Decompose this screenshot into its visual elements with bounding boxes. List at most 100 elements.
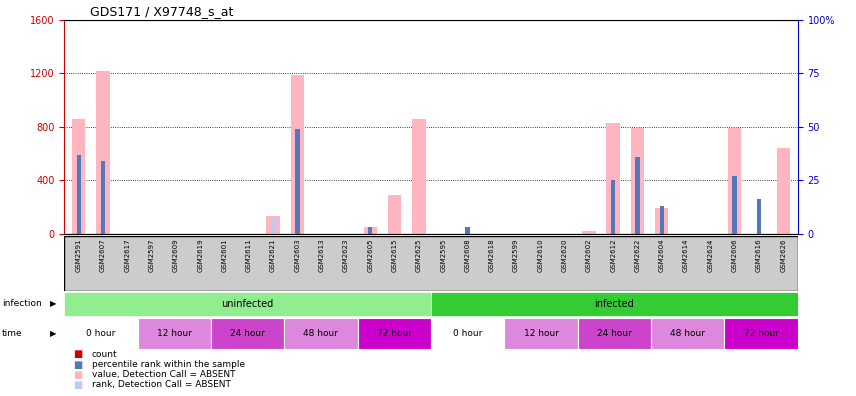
- Text: GSM2601: GSM2601: [222, 238, 228, 272]
- Text: GSM2608: GSM2608: [465, 238, 471, 272]
- Text: infected: infected: [595, 299, 634, 309]
- Bar: [368, 227, 372, 234]
- Text: time: time: [2, 329, 22, 338]
- Bar: [368, 227, 372, 234]
- Text: ■: ■: [73, 380, 82, 390]
- FancyBboxPatch shape: [211, 318, 284, 349]
- Text: 48 hour: 48 hour: [670, 329, 705, 338]
- Bar: [631, 128, 645, 234]
- Bar: [607, 123, 620, 234]
- FancyBboxPatch shape: [651, 318, 724, 349]
- Bar: [413, 119, 425, 234]
- Bar: [611, 180, 615, 234]
- Text: GSM2616: GSM2616: [756, 238, 762, 272]
- Bar: [660, 206, 664, 234]
- Bar: [76, 154, 81, 234]
- Text: GSM2602: GSM2602: [586, 238, 591, 272]
- Text: GSM2619: GSM2619: [197, 238, 203, 272]
- Text: GSM2612: GSM2612: [610, 238, 616, 272]
- Bar: [776, 148, 790, 234]
- Text: GSM2604: GSM2604: [659, 238, 665, 272]
- Text: GSM2591: GSM2591: [76, 238, 82, 272]
- Text: 24 hour: 24 hour: [230, 329, 265, 338]
- Text: uninfected: uninfected: [222, 299, 274, 309]
- Text: GSM2624: GSM2624: [707, 238, 713, 272]
- Text: 48 hour: 48 hour: [304, 329, 338, 338]
- Text: ■: ■: [73, 369, 82, 380]
- Text: GSM2623: GSM2623: [343, 238, 349, 272]
- FancyBboxPatch shape: [431, 292, 798, 316]
- Bar: [388, 195, 401, 234]
- Text: 0 hour: 0 hour: [453, 329, 483, 338]
- Text: GSM2625: GSM2625: [416, 238, 422, 272]
- Text: ▶: ▶: [50, 299, 56, 308]
- Text: GSM2621: GSM2621: [270, 238, 276, 272]
- Text: value, Detection Call = ABSENT: value, Detection Call = ABSENT: [92, 370, 235, 379]
- FancyBboxPatch shape: [64, 236, 798, 291]
- Text: GSM2605: GSM2605: [367, 238, 373, 272]
- Bar: [295, 129, 300, 234]
- FancyBboxPatch shape: [138, 318, 211, 349]
- Text: GSM2611: GSM2611: [246, 238, 252, 272]
- Text: GSM2609: GSM2609: [173, 238, 179, 272]
- Bar: [295, 129, 300, 234]
- Text: GSM2626: GSM2626: [780, 238, 786, 272]
- Text: 12 hour: 12 hour: [157, 329, 192, 338]
- Text: rank, Detection Call = ABSENT: rank, Detection Call = ABSENT: [92, 380, 230, 389]
- Bar: [655, 208, 669, 234]
- Bar: [466, 227, 470, 234]
- Bar: [728, 128, 741, 234]
- Text: GSM2599: GSM2599: [513, 238, 519, 272]
- Bar: [291, 74, 304, 234]
- FancyBboxPatch shape: [578, 318, 651, 349]
- Bar: [97, 70, 110, 234]
- Bar: [660, 206, 664, 234]
- Text: GDS171 / X97748_s_at: GDS171 / X97748_s_at: [90, 5, 233, 18]
- Text: ■: ■: [73, 360, 82, 369]
- Text: 72 hour: 72 hour: [744, 329, 779, 338]
- Bar: [270, 217, 276, 234]
- Text: 72 hour: 72 hour: [377, 329, 412, 338]
- Text: ▶: ▶: [50, 329, 56, 338]
- Text: GSM2607: GSM2607: [100, 238, 106, 272]
- Text: GSM2603: GSM2603: [294, 238, 300, 272]
- Bar: [101, 161, 105, 234]
- Bar: [757, 200, 761, 234]
- Text: count: count: [92, 350, 117, 359]
- Text: 24 hour: 24 hour: [597, 329, 632, 338]
- Text: GSM2606: GSM2606: [732, 238, 738, 272]
- Bar: [611, 180, 615, 234]
- Text: GSM2620: GSM2620: [562, 238, 568, 272]
- Bar: [101, 161, 105, 234]
- Text: GSM2595: GSM2595: [440, 238, 446, 272]
- FancyBboxPatch shape: [284, 318, 358, 349]
- Text: GSM2597: GSM2597: [149, 238, 155, 272]
- Bar: [733, 176, 737, 234]
- Text: percentile rank within the sample: percentile rank within the sample: [92, 360, 245, 369]
- Text: GSM2614: GSM2614: [683, 238, 689, 272]
- FancyBboxPatch shape: [64, 292, 431, 316]
- Bar: [76, 154, 81, 234]
- Text: ■: ■: [73, 349, 82, 360]
- FancyBboxPatch shape: [724, 318, 798, 349]
- Bar: [72, 119, 86, 234]
- FancyBboxPatch shape: [64, 318, 138, 349]
- FancyBboxPatch shape: [358, 318, 431, 349]
- FancyBboxPatch shape: [431, 318, 504, 349]
- Bar: [364, 227, 377, 234]
- FancyBboxPatch shape: [504, 318, 578, 349]
- Text: GSM2622: GSM2622: [634, 238, 640, 272]
- Text: 12 hour: 12 hour: [524, 329, 558, 338]
- Bar: [466, 227, 470, 234]
- Bar: [635, 157, 639, 234]
- Bar: [757, 200, 761, 234]
- Text: 0 hour: 0 hour: [86, 329, 116, 338]
- Text: GSM2615: GSM2615: [391, 238, 397, 272]
- Bar: [582, 231, 596, 234]
- Text: GSM2617: GSM2617: [124, 238, 130, 272]
- Text: GSM2613: GSM2613: [318, 238, 324, 272]
- Bar: [266, 215, 280, 234]
- Bar: [635, 157, 639, 234]
- Text: GSM2618: GSM2618: [489, 238, 495, 272]
- Text: infection: infection: [2, 299, 41, 308]
